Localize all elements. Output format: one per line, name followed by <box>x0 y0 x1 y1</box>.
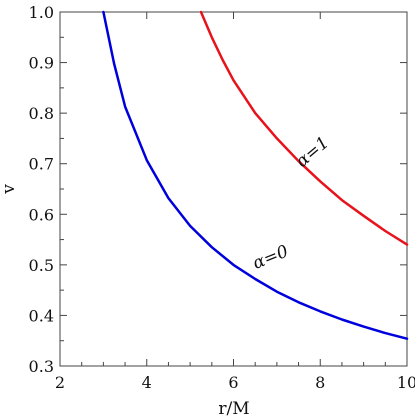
series-line-0 <box>102 10 409 340</box>
y-tick-label: 0.8 <box>29 104 54 123</box>
y-tick-label: 0.6 <box>29 205 54 224</box>
y-tick-label: 0.9 <box>29 54 54 73</box>
y-tick-label: 1.0 <box>29 3 54 22</box>
x-tick-label: 2 <box>55 373 65 392</box>
plot-frame <box>59 11 408 367</box>
y-tick-label: 0.4 <box>29 306 54 325</box>
x-tick-label: 8 <box>315 373 325 392</box>
x-tick-label: 4 <box>142 373 152 392</box>
y-tick-label: 0.7 <box>29 155 54 174</box>
x-tick-label: 10 <box>397 373 415 392</box>
x-tick-label: 6 <box>228 373 238 392</box>
y-tick-label: 0.5 <box>29 256 54 275</box>
series-group <box>102 10 409 340</box>
series-line-1 <box>199 10 409 246</box>
x-axis-title: r/M <box>218 399 249 419</box>
y-axis-title: v <box>0 184 19 195</box>
y-tick-label: 0.3 <box>29 357 54 376</box>
axis-ticks: 2 4 6 8 10 0.3 0.4 0.5 0.6 0.7 0.8 0.9 1.0 <box>29 3 415 392</box>
curve-label-0: α=0 <box>250 241 292 273</box>
curve-label-1: α=1 <box>292 133 333 172</box>
